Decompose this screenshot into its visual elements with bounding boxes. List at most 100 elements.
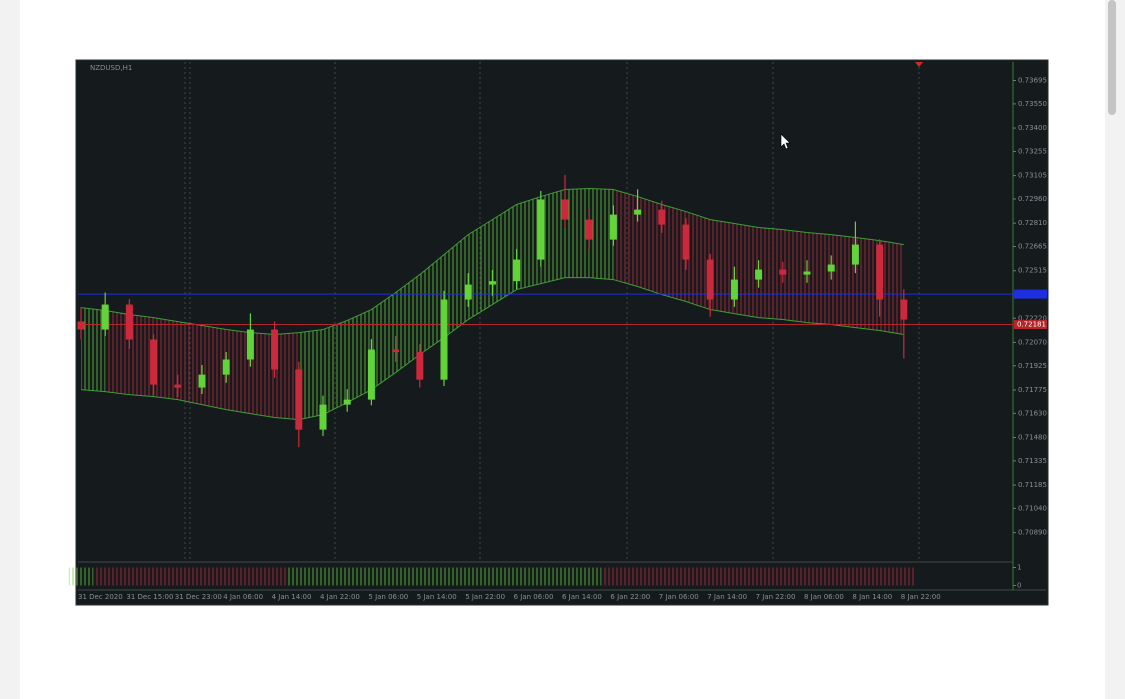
signal-bar — [673, 567, 699, 586]
candle-body — [101, 304, 109, 330]
x-tick-label: 4 Jan 22:00 — [320, 593, 360, 601]
y-tick-label: 0.72070 — [1018, 338, 1047, 346]
candle-body — [730, 279, 738, 300]
candle-body — [392, 349, 400, 353]
signal-bar — [867, 567, 892, 586]
band-fill — [637, 196, 662, 295]
band-fill — [274, 332, 299, 420]
band-fill — [492, 204, 517, 305]
candle-body — [367, 349, 375, 400]
plot: 0.73695 0.73550 0.73400 0.73255 0.73105 0.729… — [68, 77, 1047, 601]
candle-body — [609, 214, 617, 240]
candle-body — [416, 352, 424, 380]
band-fill — [855, 237, 880, 331]
candle-body — [658, 209, 666, 225]
shift-marker — [915, 62, 923, 67]
band-fill — [177, 321, 202, 405]
band-fill — [589, 188, 614, 280]
band-fill — [395, 274, 420, 373]
signal-bar — [625, 567, 650, 586]
x-tick-label: 6 Jan 22:00 — [610, 593, 650, 601]
candle-body — [488, 281, 496, 285]
signal-bar — [649, 567, 674, 586]
signal-bar — [528, 567, 553, 586]
candle-body — [851, 244, 859, 265]
signal-bar — [794, 567, 820, 586]
band-fill — [758, 227, 783, 320]
x-tick-label: 7 Jan 14:00 — [707, 593, 747, 601]
signal-bar — [407, 567, 432, 586]
candle-body — [585, 219, 593, 240]
band-upper — [80, 188, 904, 336]
x-tick-label: 8 Jan 22:00 — [901, 593, 941, 601]
y-tick-label: 0.70890 — [1018, 529, 1047, 537]
candle-body — [464, 284, 472, 300]
band-fill — [419, 254, 444, 355]
x-tick-label: 6 Jan 14:00 — [562, 593, 602, 601]
signal-bar — [601, 567, 626, 586]
signal-bar — [770, 567, 795, 586]
signal-bar — [552, 567, 578, 586]
signal-bar — [335, 567, 360, 586]
band-fill — [226, 329, 251, 414]
signal-bar — [141, 567, 166, 586]
signal-bar — [504, 567, 529, 586]
candle-body — [343, 399, 351, 405]
band-fill — [323, 320, 348, 415]
sub-tick-label: 0 — [1017, 582, 1021, 590]
candle-body — [537, 199, 545, 260]
price-label-box — [1014, 320, 1047, 330]
x-tick-label: 4 Jan 06:00 — [223, 593, 263, 601]
y-tick-label: 0.72220 — [1018, 314, 1047, 322]
band-fill — [710, 219, 735, 314]
band-fill — [250, 332, 275, 418]
x-tick-label: 31 Dec 15:00 — [126, 593, 173, 601]
signal-bar — [819, 567, 844, 586]
band-fill — [565, 188, 590, 278]
x-tick-label: 5 Jan 22:00 — [465, 593, 505, 601]
y-tick-label: 0.73550 — [1018, 100, 1047, 108]
day-separators — [184, 62, 920, 560]
candle-body — [513, 259, 521, 282]
signal-bar — [431, 567, 457, 586]
band-fill — [516, 196, 541, 290]
signal-bar — [238, 567, 263, 586]
candle-body — [271, 329, 279, 370]
band-fill — [661, 204, 686, 302]
x-tick-label: 31 Dec 23:00 — [175, 593, 222, 601]
candle-body — [295, 369, 303, 430]
band-fill — [807, 232, 832, 325]
band-fill — [540, 189, 565, 284]
candle-body — [246, 329, 254, 360]
x-tick-label: 8 Jan 06:00 — [804, 593, 844, 601]
candle-body — [319, 404, 327, 430]
band-lower — [80, 277, 904, 421]
signal-bar — [383, 567, 408, 586]
signal-bar — [310, 567, 336, 586]
band-fill — [81, 307, 106, 392]
candle-body — [779, 269, 787, 275]
signal-bar — [577, 567, 602, 586]
y-tick-label: 0.71335 — [1018, 457, 1047, 465]
mouse-cursor — [780, 133, 791, 150]
band-fill — [347, 309, 372, 403]
scrollbar-track[interactable] — [1105, 0, 1125, 699]
y-tick-label: 0.71185 — [1018, 481, 1047, 489]
candle-body — [561, 199, 569, 220]
price-label-box — [1014, 289, 1047, 299]
band-fill — [153, 317, 178, 400]
price-label: 0.72181 — [1017, 321, 1046, 329]
scrollbar-thumb[interactable] — [1108, 0, 1116, 115]
x-tick-label: 7 Jan 06:00 — [659, 593, 699, 601]
symbol-title: NZDUSD,H1 — [90, 64, 132, 72]
candle-body — [803, 271, 811, 275]
band-fill — [468, 219, 493, 320]
y-tick-label: 0.73400 — [1018, 124, 1047, 132]
signal-bar — [843, 567, 868, 586]
band-fill — [782, 229, 807, 323]
candle-body — [125, 304, 133, 340]
candle-body — [440, 299, 448, 380]
y-tick-label: 0.72515 — [1018, 267, 1047, 275]
signal-bar — [68, 567, 94, 586]
